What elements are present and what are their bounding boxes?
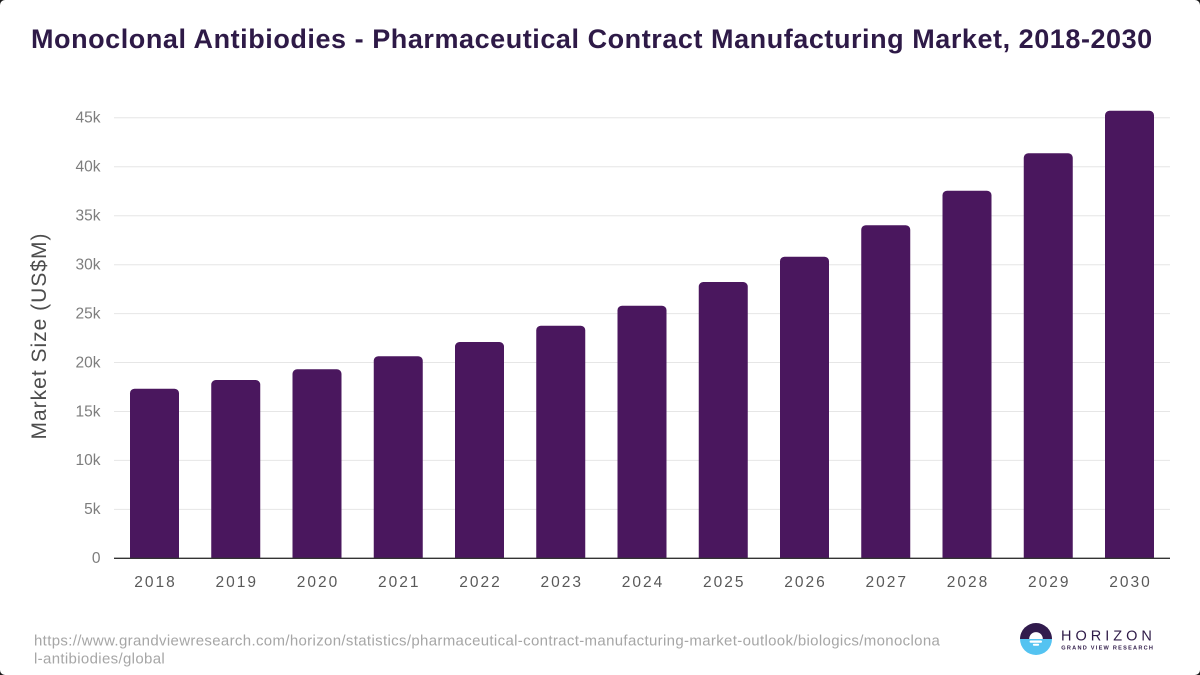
svg-text:2030: 2030 — [1109, 574, 1151, 591]
svg-text:2019: 2019 — [216, 574, 258, 591]
svg-text:25k: 25k — [76, 305, 101, 322]
svg-text:10k: 10k — [76, 452, 101, 469]
svg-text:https://www.grandviewresearch.: https://www.grandviewresearch.com/horizo… — [34, 633, 941, 650]
svg-text:40k: 40k — [76, 159, 101, 176]
svg-text:HORIZON: HORIZON — [1061, 628, 1156, 644]
svg-text:GRAND VIEW RESEARCH: GRAND VIEW RESEARCH — [1061, 645, 1154, 651]
svg-text:2018: 2018 — [134, 574, 176, 591]
svg-text:2026: 2026 — [784, 574, 826, 591]
svg-text:45k: 45k — [76, 110, 101, 127]
svg-text:5k: 5k — [84, 501, 101, 518]
svg-text:2023: 2023 — [541, 574, 583, 591]
svg-text:0: 0 — [92, 550, 101, 567]
svg-text:Market Size (US$M): Market Size (US$M) — [28, 232, 51, 439]
svg-text:2020: 2020 — [297, 574, 339, 591]
svg-text:2021: 2021 — [378, 574, 420, 591]
svg-text:l-antibiodies/global: l-antibiodies/global — [34, 651, 165, 668]
svg-text:Monoclonal Antibiodies - Pharm: Monoclonal Antibiodies - Pharmaceutical … — [31, 24, 1153, 54]
svg-text:2025: 2025 — [703, 574, 745, 591]
svg-text:20k: 20k — [76, 354, 101, 371]
svg-text:2022: 2022 — [459, 574, 501, 591]
svg-text:35k: 35k — [76, 208, 101, 225]
svg-text:30k: 30k — [76, 257, 101, 274]
svg-text:2028: 2028 — [947, 574, 989, 591]
svg-text:2029: 2029 — [1028, 574, 1070, 591]
svg-text:2024: 2024 — [622, 574, 664, 591]
svg-text:15k: 15k — [76, 403, 101, 420]
svg-text:2027: 2027 — [866, 574, 908, 591]
